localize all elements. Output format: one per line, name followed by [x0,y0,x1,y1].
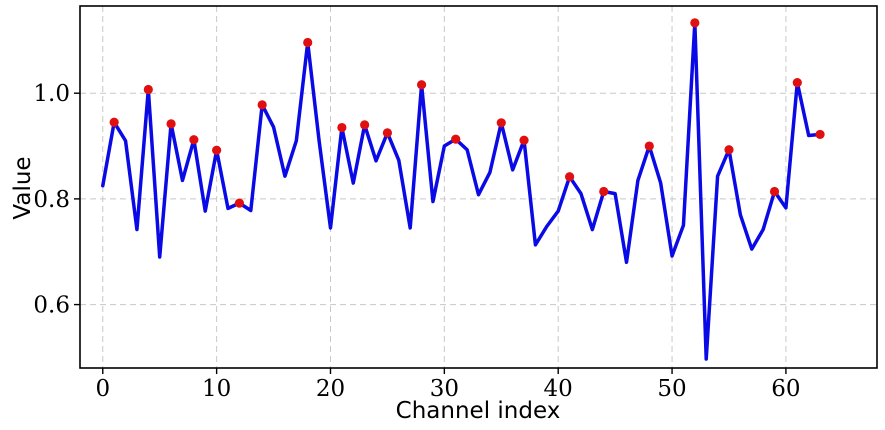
peak-marker [815,129,825,140]
peak-marker [360,120,370,130]
peak-marker [599,186,609,197]
peak-marker [257,100,267,110]
peak-marker [724,145,734,155]
x-tick-label: 20 [316,376,345,402]
peak-marker [496,118,506,128]
x-tick-label: 60 [771,376,800,402]
ticks: 0 10 20 30 40 50 60 0.6 0.8 1.0 [33,81,800,402]
peak-marker [769,186,780,197]
x-tick-label: 50 [657,376,686,402]
peak-marker [234,198,244,208]
peak-marker [519,135,529,145]
y-tick-label: 0.6 [33,293,70,319]
peak-marker [303,37,313,48]
peak-marker [644,141,654,151]
peak-marker [690,18,700,28]
peak-marker [189,135,199,145]
series-line [101,21,822,361]
x-tick-label: 30 [430,376,459,402]
plot-frame [79,5,878,369]
peak-marker [109,117,119,127]
peak-marker [166,119,176,129]
x-axis-label: Channel index [396,398,561,424]
peak-marker [451,134,461,144]
y-tick-label: 1.0 [33,81,70,107]
grid [80,6,877,368]
peak-marker [792,78,802,88]
peak-marker [564,172,575,182]
y-axis-label: Value [10,156,36,219]
x-tick-label: 10 [202,376,231,402]
series-layer [101,21,822,361]
peak-marker [212,145,222,155]
peak-marker [143,84,153,95]
y-tick-label: 0.8 [33,187,70,213]
x-tick-label: 0 [95,376,110,402]
peak-marker [382,128,393,138]
marker-layer [109,18,825,208]
peak-marker [416,80,427,90]
x-tick-label: 40 [544,376,573,402]
peak-marker [337,122,347,133]
